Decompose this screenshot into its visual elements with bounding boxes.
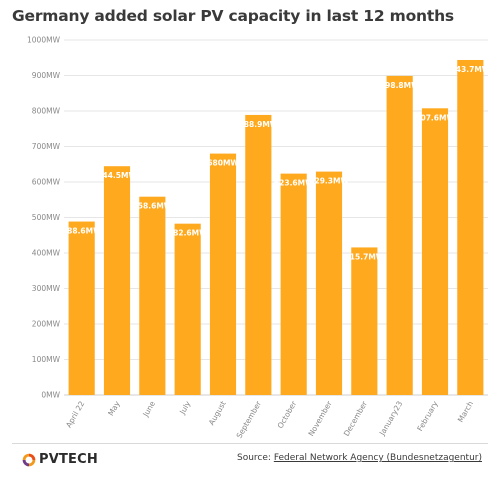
x-tick-label: September (235, 399, 264, 440)
x-tick-label: February (415, 399, 440, 433)
bar (315, 171, 343, 395)
source-prefix: Source: (237, 453, 274, 463)
y-tick-label: 200MW (32, 320, 61, 329)
bar (421, 108, 449, 395)
chart-title: Germany added solar PV capacity in last … (12, 7, 454, 25)
bar-chart: 0MW 100MW 200MW 300MW 400MW 500MW 600MW 700MW 80… (27, 35, 491, 440)
bar (386, 75, 413, 396)
y-tick-label: 900MW (32, 71, 61, 80)
data-label: 680MW (207, 159, 239, 168)
logo-text: PVTECH (39, 452, 98, 467)
y-tick-label: 700MW (32, 142, 61, 151)
data-label: 415.7MW (345, 252, 385, 261)
data-label: 898.8MW (380, 81, 420, 90)
y-tick-label: 600MW (32, 178, 61, 187)
bar (280, 173, 307, 395)
x-tick-label: December (342, 399, 370, 438)
bar (351, 247, 378, 395)
data-label: 558.6MW (133, 202, 173, 211)
source-note: Source: Federal Network Agency (Bundesne… (237, 453, 482, 463)
pvtech-logo-icon (22, 453, 36, 466)
data-label: 482.6MW (168, 229, 208, 238)
data-label: 807.6MW (415, 113, 455, 122)
data-label: 943.7MW (451, 65, 491, 74)
x-tick-label: January23 (377, 399, 404, 437)
pvtech-logo: PVTECH (22, 452, 98, 467)
x-tick-label: April 22 (64, 399, 86, 429)
footer-divider (12, 443, 488, 444)
bar (245, 114, 272, 396)
y-tick-label: 100MW (32, 355, 61, 364)
bar (209, 153, 237, 395)
bar (457, 59, 484, 395)
bar (174, 223, 201, 395)
y-tick-label: 400MW (32, 249, 61, 258)
y-tick-label: 1000MW (27, 36, 61, 45)
x-tick-label: July (177, 399, 192, 417)
x-tick-label: June (141, 399, 158, 419)
y-tick-label: 500MW (32, 213, 61, 222)
x-tick-label: May (106, 399, 122, 417)
x-tick-label: October (276, 399, 299, 430)
data-label: 623.6MW (274, 179, 314, 188)
x-tick-label: March (456, 399, 475, 424)
data-label: 644.5MW (97, 171, 137, 180)
data-label: 788.9MW (239, 120, 279, 129)
data-label: 629.3MW (309, 177, 349, 186)
data-label: 488.6MW (62, 227, 102, 236)
y-tick-label: 800MW (32, 107, 61, 116)
source-link[interactable]: Federal Network Agency (Bundesnetzagentu… (273, 453, 482, 463)
y-tick-label: 300MW (32, 284, 61, 293)
bar (139, 196, 166, 395)
y-tick-label: 0MW (41, 391, 60, 400)
bar (68, 221, 95, 395)
x-tick-label: November (306, 399, 334, 438)
bar (103, 166, 131, 395)
x-tick-label: August (207, 399, 228, 426)
